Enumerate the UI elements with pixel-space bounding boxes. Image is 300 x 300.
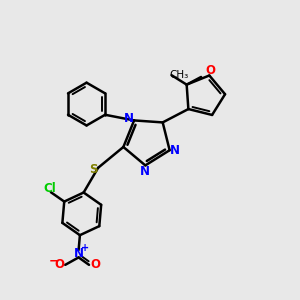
Text: N: N: [140, 165, 150, 178]
Text: Cl: Cl: [43, 182, 56, 195]
Text: O: O: [90, 258, 100, 271]
Text: S: S: [89, 164, 98, 176]
Text: O: O: [54, 258, 64, 271]
Text: +: +: [81, 244, 89, 254]
Text: CH₃: CH₃: [169, 70, 189, 80]
Text: N: N: [74, 247, 84, 260]
Text: −: −: [49, 255, 59, 268]
Text: N: N: [124, 112, 134, 125]
Text: O: O: [206, 64, 216, 76]
Text: N: N: [170, 144, 180, 157]
